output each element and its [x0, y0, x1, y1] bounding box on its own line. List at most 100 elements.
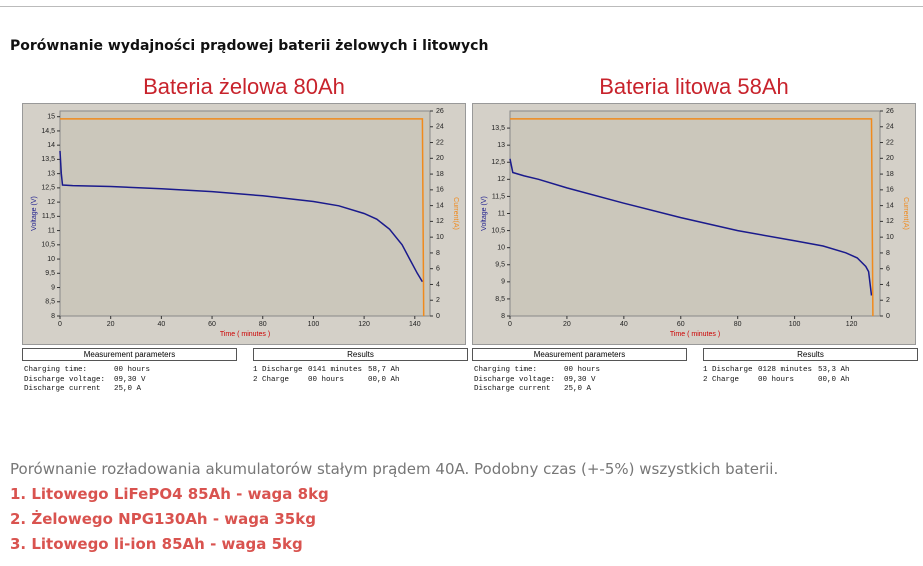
y-tick-label: 12 — [497, 176, 505, 183]
y2-tick-label: 12 — [436, 218, 444, 225]
list-item: 1. Litowego LiFePO4 85Ah - waga 8kg — [10, 485, 329, 503]
list-item: 2. Żelowego NPG130Ah - waga 35kg — [10, 510, 316, 528]
y2-tick-label: 0 — [886, 313, 890, 320]
y-tick-label: 8 — [51, 313, 55, 320]
x-tick-label: 100 — [308, 321, 320, 328]
y2-tick-label: 4 — [436, 281, 440, 288]
y2-tick-label: 6 — [436, 266, 440, 273]
cell: 0141 minutes — [308, 366, 363, 374]
cell: 09,30 V — [114, 375, 146, 384]
cell: 58,7 Ah — [368, 366, 400, 374]
x-tick-label: 60 — [208, 321, 216, 328]
chart: 88,599,51010,51111,51212,51313,502468101… — [472, 103, 916, 345]
y-tick-label: 13 — [47, 170, 55, 177]
y2-tick-label: 16 — [436, 187, 444, 194]
y-tick-label: 13,5 — [491, 125, 505, 132]
cell: 25,0 A — [114, 385, 142, 393]
cell: 1 Discharge — [253, 366, 303, 374]
results-row: 1 Discharge 0128 minutes 53,3 Ah — [703, 366, 868, 376]
y-tick-label: 9,5 — [495, 262, 505, 269]
results-header: Results — [253, 348, 468, 361]
y-tick-label: 14,5 — [41, 128, 55, 135]
x-tick-label: 140 — [409, 321, 421, 328]
plot-area — [509, 110, 881, 317]
series-line — [509, 158, 873, 296]
cell: 25,0 A — [564, 385, 592, 393]
x-tick-label: 120 — [846, 321, 858, 328]
cell: 0128 minutes — [758, 366, 813, 374]
series-line — [60, 118, 425, 317]
x-tick-label: 0 — [58, 321, 62, 328]
y-tick-label: 13 — [497, 142, 505, 149]
chart-title: Bateria żelowa 80Ah — [143, 74, 345, 99]
y2-tick-label: 22 — [886, 139, 894, 146]
cell: 00 hours — [308, 375, 345, 384]
y-tick-label: 12 — [47, 199, 55, 206]
cell: 00,0 Ah — [818, 375, 850, 384]
params-row: Charging time: 00 hours — [474, 366, 624, 376]
x-tick-label: 80 — [259, 321, 267, 328]
heading: Porównanie wydajności prądowej baterii ż… — [10, 38, 489, 54]
y-tick-label: 8,5 — [45, 299, 55, 306]
y2-tick-label: 22 — [436, 139, 444, 146]
series-line — [510, 118, 874, 317]
x-tick-label: 0 — [508, 321, 512, 328]
y-axis-label: Voltage (V) — [481, 196, 488, 231]
description: Porównanie rozładowania akumulatorów sta… — [10, 460, 779, 478]
y2-tick-label: 20 — [886, 155, 894, 162]
params-row: Discharge current 25,0 A — [474, 385, 624, 395]
x-axis-label: Time ( minutes ) — [220, 331, 270, 338]
y-tick-label: 11,5 — [42, 213, 55, 220]
y2-tick-label: 2 — [886, 297, 890, 304]
results-header: Results — [703, 348, 918, 361]
y2-tick-label: 14 — [436, 202, 444, 209]
y-tick-label: 9 — [51, 284, 55, 291]
y2-tick-label: 16 — [886, 187, 894, 194]
y-axis-label: Voltage (V) — [31, 196, 38, 231]
params-header: Measurement parameters — [472, 348, 687, 361]
y2-tick-label: 14 — [886, 202, 894, 209]
y-tick-label: 8,5 — [495, 296, 505, 303]
y2-tick-label: 4 — [886, 281, 890, 288]
y2-tick-label: 6 — [886, 266, 890, 273]
cell: Discharge current — [474, 385, 551, 393]
y-tick-label: 10 — [497, 245, 505, 252]
params-row: Discharge voltage: 09,30 V — [24, 376, 174, 386]
y-tick-label: 9 — [501, 279, 505, 286]
y-tick-label: 9,5 — [45, 270, 55, 277]
cell: 00 hours — [114, 366, 151, 374]
y2-axis-label: Current(A) — [452, 197, 459, 230]
x-axis-label: Time ( minutes ) — [670, 331, 720, 338]
y2-tick-label: 24 — [436, 124, 444, 131]
series-line — [59, 150, 424, 283]
results-row: 1 Discharge 0141 minutes 58,7 Ah — [253, 366, 418, 376]
y2-tick-label: 26 — [436, 108, 444, 115]
cell: Charging time: — [474, 366, 538, 374]
cell: 00 hours — [758, 375, 795, 384]
cell: 1 Discharge — [703, 366, 753, 374]
y2-tick-label: 26 — [886, 108, 894, 115]
y-tick-label: 10,5 — [41, 242, 55, 249]
cell: 00,0 Ah — [368, 375, 400, 384]
y2-tick-label: 12 — [886, 218, 894, 225]
y-tick-label: 11 — [498, 210, 505, 217]
params-header: Measurement parameters — [22, 348, 237, 361]
cell: Discharge voltage: — [24, 375, 106, 384]
results-row: 2 Charge 00 hours 00,0 Ah — [253, 376, 418, 386]
y2-tick-label: 10 — [886, 234, 894, 241]
params-row: Discharge voltage: 09,30 V — [474, 376, 624, 386]
y-tick-label: 11 — [48, 227, 55, 234]
x-tick-label: 40 — [620, 321, 628, 328]
y2-tick-label: 8 — [436, 250, 440, 257]
results-row: 2 Charge 00 hours 00,0 Ah — [703, 376, 868, 386]
x-tick-label: 100 — [789, 321, 801, 328]
y-tick-label: 11,5 — [492, 193, 505, 200]
plot-area — [59, 110, 431, 317]
y2-tick-label: 2 — [436, 297, 440, 304]
chart: 8 8,5 9 9,5 10 10,5 11 11,5 12 12,5 13 13,5 14 14,5 15… — [22, 103, 466, 345]
cell: Discharge current — [24, 385, 101, 393]
x-tick-label: 40 — [157, 321, 165, 328]
y2-axis-label: Current(A) — [902, 197, 909, 230]
cell: Discharge voltage: — [474, 375, 556, 384]
